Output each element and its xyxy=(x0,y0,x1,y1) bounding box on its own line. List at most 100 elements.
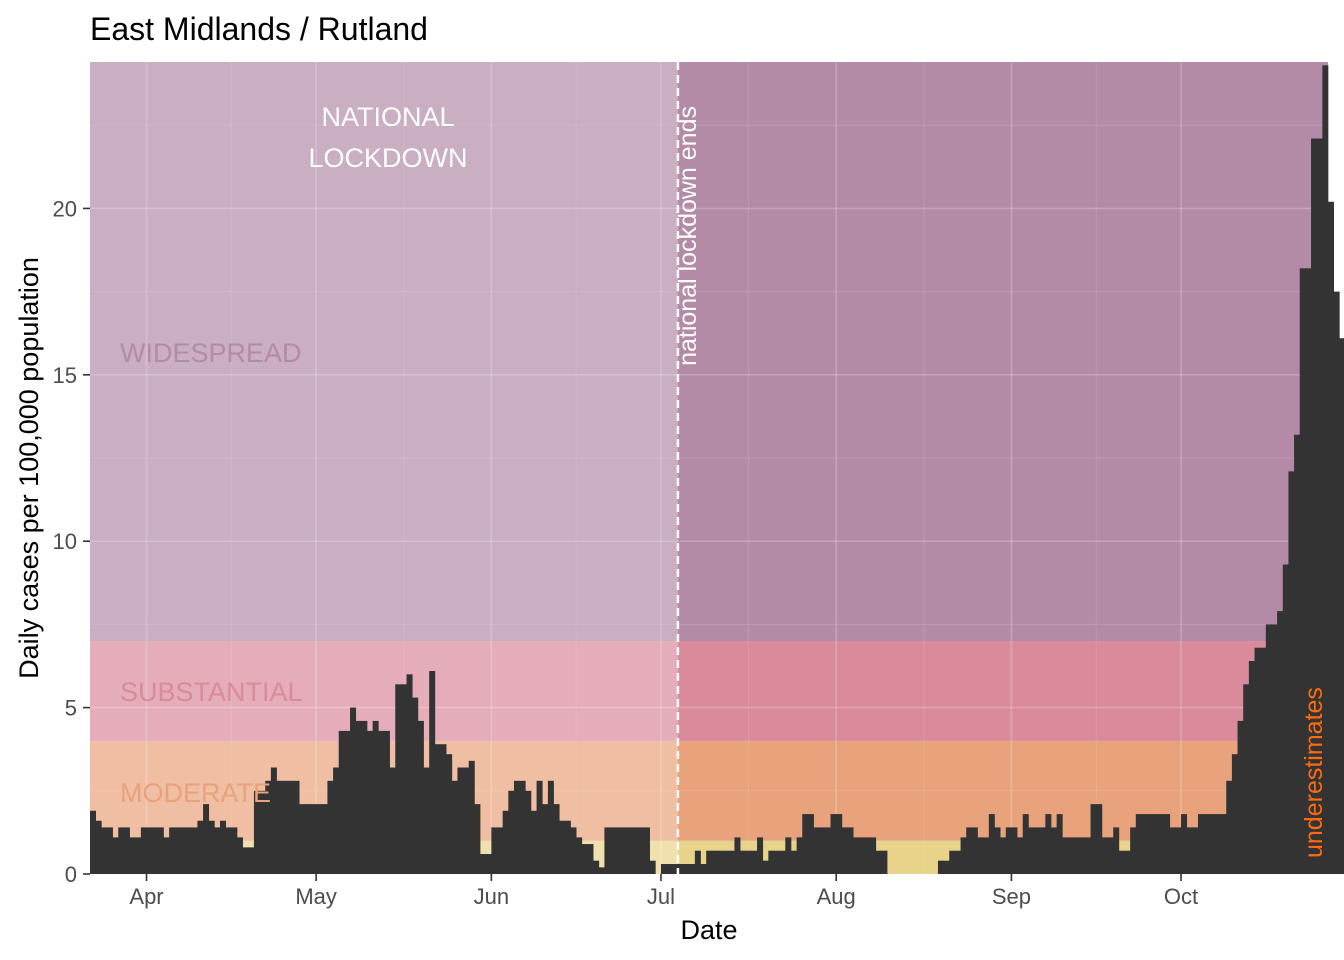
bar xyxy=(610,827,617,874)
bar xyxy=(327,780,334,874)
bar xyxy=(790,850,797,874)
bar xyxy=(1051,827,1058,874)
bar xyxy=(853,837,860,874)
bar xyxy=(666,864,673,874)
bar xyxy=(270,767,277,874)
bar xyxy=(191,827,198,874)
bar xyxy=(581,844,588,874)
bar xyxy=(1288,471,1295,874)
y-axis-title: Daily cases per 100,000 population xyxy=(14,257,44,679)
bar xyxy=(1073,837,1080,874)
bar xyxy=(689,864,696,874)
bar xyxy=(1135,814,1142,874)
bar xyxy=(711,850,718,874)
bar xyxy=(112,837,119,874)
bar xyxy=(417,720,424,874)
bar xyxy=(129,837,136,874)
bar xyxy=(1254,647,1261,874)
bar xyxy=(1271,624,1278,874)
bar xyxy=(434,744,441,874)
bar xyxy=(497,827,504,874)
bar xyxy=(796,837,803,874)
bar xyxy=(451,780,458,874)
bar xyxy=(463,767,470,874)
bar xyxy=(643,827,650,874)
bar xyxy=(276,780,283,874)
bar xyxy=(400,684,407,874)
bar xyxy=(1305,268,1312,874)
bar xyxy=(723,850,730,874)
bar xyxy=(383,730,390,874)
bar xyxy=(1084,837,1091,874)
band-substantial xyxy=(90,641,1328,741)
bar xyxy=(1107,837,1114,874)
bar xyxy=(836,814,843,874)
bar xyxy=(593,860,600,874)
bar xyxy=(1096,804,1103,874)
bar xyxy=(1101,837,1108,874)
bar xyxy=(813,827,820,874)
bar xyxy=(1328,201,1335,874)
bar xyxy=(1214,814,1221,874)
bar xyxy=(146,827,153,874)
bar xyxy=(361,720,368,874)
bar xyxy=(943,860,950,874)
bar xyxy=(1181,814,1188,874)
bar xyxy=(824,827,831,874)
bar xyxy=(344,730,351,874)
bar xyxy=(350,707,357,874)
bar xyxy=(491,827,498,874)
bar xyxy=(966,827,973,874)
bar xyxy=(355,720,362,874)
bar xyxy=(253,790,260,874)
bar xyxy=(1090,804,1097,874)
bar xyxy=(774,850,781,874)
bars xyxy=(90,65,1344,875)
bar xyxy=(389,767,396,874)
bar xyxy=(604,827,611,874)
bar xyxy=(740,850,747,874)
bar xyxy=(779,850,786,874)
bar xyxy=(615,827,622,874)
bar xyxy=(225,827,232,874)
bar xyxy=(180,827,187,874)
bar xyxy=(231,827,238,874)
bar xyxy=(118,827,125,874)
bar xyxy=(559,820,566,874)
bar xyxy=(1079,837,1086,874)
bar xyxy=(547,780,554,874)
moderate-band-label: MODERATE xyxy=(120,778,271,808)
bar xyxy=(1062,837,1069,874)
bar xyxy=(1011,827,1018,874)
bar xyxy=(983,837,990,874)
underestimates-label: underestimates xyxy=(1300,687,1328,858)
lockdown-label-line-2: LOCKDOWN xyxy=(308,143,467,173)
bar xyxy=(1147,814,1154,874)
bar xyxy=(870,837,877,874)
bar xyxy=(1164,814,1171,874)
bar xyxy=(1039,827,1046,874)
bar xyxy=(807,814,814,874)
bar xyxy=(757,837,764,874)
bar xyxy=(135,837,142,874)
x-tick-label: Oct xyxy=(1164,884,1198,909)
bar xyxy=(621,827,628,874)
bar xyxy=(728,850,735,874)
bar xyxy=(1248,661,1255,874)
x-tick-label: Aug xyxy=(817,884,856,909)
bar xyxy=(525,790,532,874)
bar xyxy=(457,767,464,874)
bar xyxy=(677,864,684,874)
y-tick-label: 0 xyxy=(65,862,77,887)
bar xyxy=(881,850,888,874)
bar xyxy=(1299,268,1306,874)
bar xyxy=(694,850,701,874)
bar xyxy=(960,837,967,874)
bar xyxy=(1197,814,1204,874)
bar xyxy=(1333,291,1340,875)
bar xyxy=(1152,814,1159,874)
bar xyxy=(576,837,583,874)
bar xyxy=(706,850,713,874)
bar xyxy=(1045,814,1052,874)
